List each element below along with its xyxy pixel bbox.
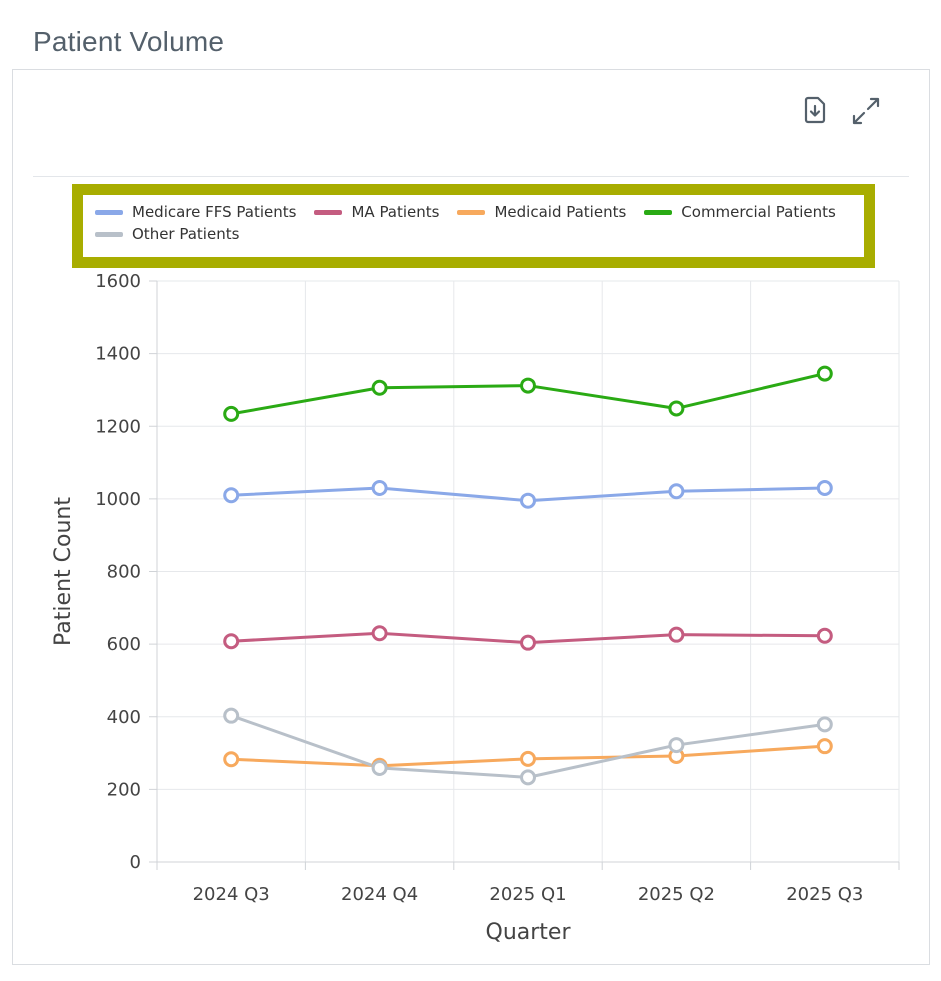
legend-label: Medicare FFS Patients [132,203,297,221]
data-point-ma-patients [520,634,536,651]
legend-swatch [314,209,343,215]
legend-item-other-patients[interactable]: Other Patients [95,225,239,243]
series-line-other-patients [230,714,826,779]
data-point-ma-patients [223,633,240,650]
y-tick-label: 400 [107,707,141,728]
legend-box: Medicare FFS Patients MA Patients Medicaid… [72,184,875,268]
data-point-other-patients [520,769,536,786]
x-tick-label: 2025 Q2 [638,884,715,905]
x-tick-label: 2024 Q3 [193,884,270,905]
y-tick-label: 200 [107,779,141,800]
x-tick-label: 2025 Q1 [489,884,566,905]
legend-item-medicaid-patients[interactable]: Medicaid Patients [457,203,626,221]
legend-swatch [457,209,486,215]
legend-label: Medicaid Patients [494,203,627,221]
legend-item-medicare-ffs-patients[interactable]: Medicare FFS Patients [95,203,296,221]
data-point-commercial-patients [223,405,240,422]
legend-item-commercial-patients[interactable]: Commercial Patients [644,203,836,221]
data-point-other-patients [371,759,388,776]
data-point-medicare-ffs-patients [520,492,536,509]
x-axis-title: Quarter [486,920,572,945]
expand-arrows-icon[interactable] [851,96,881,126]
data-point-other-patients [223,707,240,724]
data-point-medicare-ffs-patients [816,479,833,496]
y-tick-label: 600 [107,634,141,655]
data-point-commercial-patients [668,400,685,417]
data-point-ma-patients [371,625,388,642]
legend: Medicare FFS Patients MA Patients Medicaid… [95,203,854,243]
y-tick-label: 1400 [95,344,141,365]
legend-label: Other Patients [132,225,240,243]
page-title: Patient Volume [33,26,225,57]
file-download-icon[interactable] [800,95,830,125]
legend-label: MA Patients [351,203,440,221]
data-point-ma-patients [668,626,685,643]
data-point-medicaid-patients [223,751,240,768]
y-tick-label: 1600 [95,271,141,292]
data-point-commercial-patients [816,365,833,382]
legend-swatch [95,209,123,215]
y-tick-label: 1200 [95,416,141,437]
data-point-medicare-ffs-patients [668,483,685,500]
data-point-medicaid-patients [520,750,536,767]
data-point-other-patients [668,737,685,754]
legend-label: Commercial Patients [681,203,836,221]
data-point-commercial-patients [520,377,536,394]
data-point-medicaid-patients [816,738,833,755]
legend-swatch [95,231,123,237]
card-divider [33,176,909,177]
y-axis-title: Patient Count [51,497,76,646]
x-tick-label: 2025 Q3 [786,884,863,905]
legend-item-ma-patients[interactable]: MA Patients [314,203,439,221]
data-point-commercial-patients [371,379,388,396]
x-tick-label: 2024 Q4 [341,884,418,905]
data-point-other-patients [816,716,833,733]
y-tick-label: 0 [130,852,141,873]
data-point-ma-patients [816,627,833,644]
y-tick-label: 1000 [95,489,141,510]
y-tick-label: 800 [107,562,141,583]
data-point-medicare-ffs-patients [371,479,388,496]
data-point-medicare-ffs-patients [223,487,240,504]
legend-swatch [644,209,673,215]
